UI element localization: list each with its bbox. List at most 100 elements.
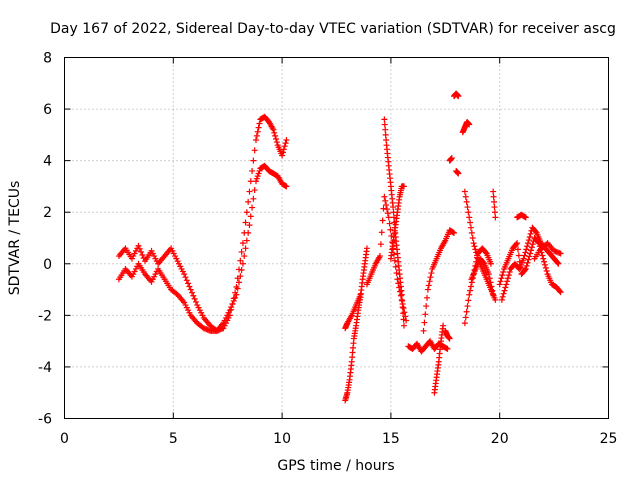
data-point bbox=[228, 304, 235, 311]
data-point bbox=[490, 193, 497, 200]
data-point bbox=[539, 252, 546, 259]
data-point bbox=[237, 257, 244, 264]
data-point bbox=[491, 198, 498, 205]
data-point bbox=[388, 232, 395, 239]
data-point bbox=[189, 289, 196, 296]
data-point bbox=[247, 178, 254, 185]
data-point bbox=[491, 204, 498, 211]
data-point bbox=[532, 228, 539, 235]
data-point bbox=[524, 243, 531, 250]
data-point bbox=[524, 259, 531, 266]
data-point bbox=[555, 260, 562, 267]
data-point bbox=[233, 291, 240, 298]
axis-ticks: 0 5 10 15 20 25 -6 -4 -2 0 2 4 6 8 bbox=[38, 51, 617, 448]
data-point bbox=[381, 193, 388, 200]
data-point bbox=[446, 335, 453, 342]
data-point bbox=[382, 126, 389, 133]
y-tick-label: 8 bbox=[43, 51, 52, 67]
data-point bbox=[491, 209, 498, 216]
data-point bbox=[271, 129, 278, 136]
data-point bbox=[136, 245, 143, 252]
data-point bbox=[249, 167, 256, 174]
data-point bbox=[521, 252, 528, 259]
data-point bbox=[502, 284, 509, 291]
data-point bbox=[397, 292, 404, 299]
data-point bbox=[498, 296, 505, 303]
data-point bbox=[381, 116, 388, 123]
data-point bbox=[514, 240, 521, 247]
data-point bbox=[554, 259, 561, 266]
plot-frame bbox=[64, 57, 609, 419]
data-point bbox=[280, 146, 287, 153]
data-point bbox=[401, 309, 408, 316]
data-point bbox=[387, 226, 394, 233]
data-point bbox=[506, 269, 513, 276]
data-point bbox=[245, 229, 252, 236]
data-point bbox=[522, 214, 529, 221]
data-point bbox=[467, 224, 474, 231]
data-point bbox=[489, 287, 496, 294]
data-point bbox=[246, 188, 253, 195]
data-point bbox=[377, 241, 384, 248]
data-point bbox=[525, 256, 532, 263]
data-point bbox=[255, 124, 262, 131]
data-point bbox=[501, 287, 508, 294]
data-point bbox=[234, 285, 241, 292]
y-axis-label: SDTVAR / TECUs bbox=[7, 181, 23, 296]
data-point bbox=[245, 198, 252, 205]
data-point bbox=[521, 266, 528, 273]
data-point bbox=[279, 149, 286, 156]
data-point bbox=[385, 214, 392, 221]
data-point bbox=[463, 308, 470, 315]
data-point bbox=[428, 270, 435, 277]
data-point bbox=[378, 229, 385, 236]
data-point bbox=[246, 222, 253, 229]
data-point bbox=[192, 298, 199, 305]
data-point bbox=[382, 131, 389, 138]
y-tick-label: 6 bbox=[43, 102, 52, 118]
data-point bbox=[270, 126, 277, 133]
data-point bbox=[273, 139, 280, 146]
data-points bbox=[115, 90, 564, 404]
data-point bbox=[469, 235, 476, 241]
data-point bbox=[399, 304, 406, 311]
data-point bbox=[226, 307, 233, 314]
data-point bbox=[474, 254, 481, 261]
data-point bbox=[394, 276, 401, 283]
data-point bbox=[283, 183, 290, 190]
data-point bbox=[505, 272, 512, 279]
data-point bbox=[140, 255, 147, 262]
data-point bbox=[230, 297, 237, 304]
data-point bbox=[422, 311, 429, 318]
data-point bbox=[256, 120, 263, 127]
data-point bbox=[390, 214, 397, 221]
data-point bbox=[236, 279, 243, 286]
data-point bbox=[496, 281, 503, 288]
data-point bbox=[492, 214, 499, 221]
data-point bbox=[135, 242, 142, 249]
data-point bbox=[451, 229, 458, 236]
data-point bbox=[250, 195, 257, 202]
y-tick-label: 4 bbox=[43, 154, 52, 170]
data-point bbox=[527, 250, 534, 257]
data-point bbox=[500, 269, 507, 276]
data-point bbox=[181, 271, 188, 278]
data-point bbox=[472, 246, 479, 253]
data-point bbox=[466, 291, 473, 298]
data-point bbox=[390, 204, 397, 211]
y-tick-label: 2 bbox=[43, 205, 52, 221]
data-point bbox=[466, 214, 473, 221]
data-point bbox=[279, 152, 286, 159]
data-point bbox=[273, 135, 280, 142]
data-point bbox=[186, 283, 193, 290]
data-point bbox=[515, 252, 522, 259]
data-point bbox=[466, 121, 473, 128]
data-point bbox=[247, 213, 254, 220]
data-point bbox=[386, 220, 393, 227]
data-point bbox=[513, 241, 520, 248]
data-point bbox=[238, 248, 245, 255]
data-point bbox=[440, 322, 447, 329]
x-tick-label: 15 bbox=[382, 431, 400, 447]
data-point bbox=[182, 274, 189, 281]
data-point bbox=[187, 286, 194, 293]
